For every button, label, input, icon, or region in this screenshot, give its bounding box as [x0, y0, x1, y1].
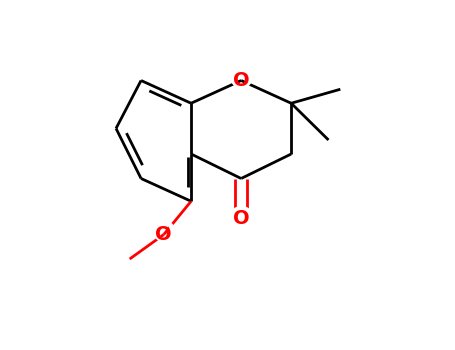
Text: O: O [156, 225, 172, 244]
Text: O: O [233, 71, 249, 90]
Text: O: O [233, 209, 249, 228]
Text: O: O [229, 205, 253, 233]
Text: O: O [229, 66, 253, 94]
Text: O: O [152, 220, 176, 248]
